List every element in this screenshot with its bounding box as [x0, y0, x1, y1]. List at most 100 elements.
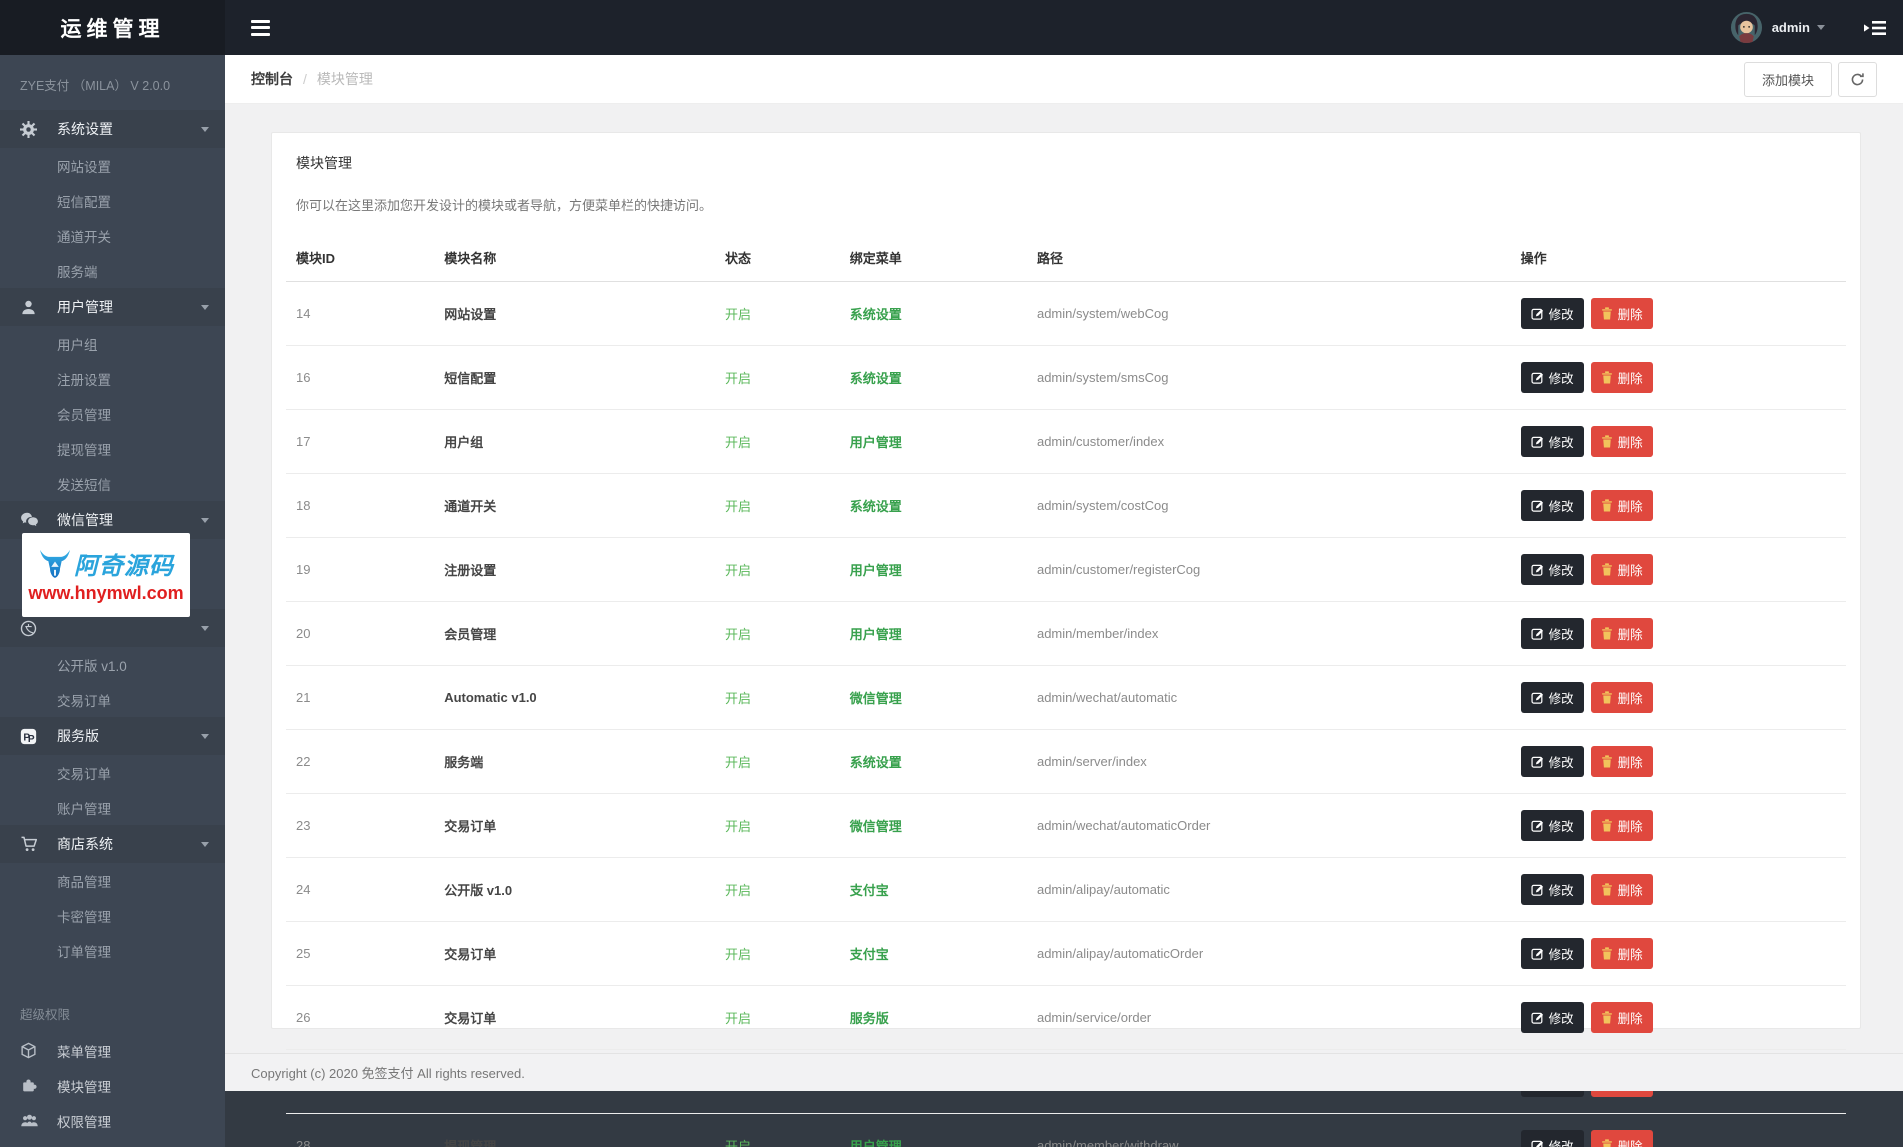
delete-button[interactable]: 删除: [1590, 490, 1653, 521]
sidebar-item[interactable]: 服务端: [0, 253, 225, 288]
sidebar-item[interactable]: 发送短信: [0, 466, 225, 501]
cell-status: 开启: [714, 985, 840, 1050]
sidebar-item[interactable]: 交易订单: [0, 682, 225, 717]
refresh-button[interactable]: [1838, 61, 1877, 97]
cell-bound-menu[interactable]: 微信管理: [839, 665, 1027, 730]
edit-button-label: 修改: [1548, 1012, 1574, 1026]
sidebar-item-label: 菜单管理: [57, 1044, 111, 1060]
table-row: 26 交易订单 开启 服务版 admin/service/order 修改 删除: [286, 985, 1846, 1050]
edit-button[interactable]: 修改: [1520, 490, 1584, 521]
hamburger-menu-icon[interactable]: [251, 19, 270, 36]
edit-icon: [1531, 1011, 1544, 1024]
delete-button[interactable]: 删除: [1590, 362, 1653, 393]
delete-button[interactable]: 删除: [1590, 1130, 1653, 1147]
sidebar-bottom-menu: 菜单管理模块管理权限管理我的员工: [0, 1033, 225, 1147]
user-menu[interactable]: admin: [1730, 11, 1825, 44]
sidebar-item-staff[interactable]: 我的员工: [0, 1138, 225, 1147]
sidebar-item[interactable]: 订单管理: [0, 933, 225, 968]
edit-button[interactable]: 修改: [1520, 874, 1584, 905]
sidebar-group-3[interactable]: 微信管理: [0, 501, 225, 539]
sidebar-item[interactable]: 提现管理: [0, 431, 225, 466]
sidebar-toggle-icon[interactable]: [1863, 19, 1887, 37]
sidebar-item-label: 公开版 v1.0: [57, 658, 127, 674]
sidebar-item[interactable]: 用户组: [0, 326, 225, 361]
column-header: 路径: [1026, 234, 1511, 282]
edit-button[interactable]: 修改: [1520, 938, 1584, 969]
sidebar-item[interactable]: 网站设置: [0, 148, 225, 183]
sidebar-item-puzzle[interactable]: 模块管理: [0, 1068, 225, 1103]
delete-button-label: 删除: [1617, 308, 1643, 322]
edit-button-label: 修改: [1548, 948, 1574, 962]
card-title: 模块管理: [296, 155, 352, 171]
sidebar-item[interactable]: 短信配置: [0, 183, 225, 218]
add-module-button[interactable]: 添加模块: [1743, 61, 1832, 97]
edit-button[interactable]: 修改: [1520, 618, 1584, 649]
edit-button[interactable]: 修改: [1520, 810, 1584, 841]
sidebar-item-users[interactable]: 权限管理: [0, 1103, 225, 1138]
cell-bound-menu[interactable]: 支付宝: [839, 857, 1027, 922]
sidebar-item-label: 会员管理: [57, 407, 111, 423]
edit-button[interactable]: 修改: [1520, 746, 1584, 777]
delete-button[interactable]: 删除: [1590, 746, 1653, 777]
cell-module-name: 用户组: [434, 409, 715, 474]
breadcrumb-bar: 控制台 / 模块管理 添加模块: [225, 55, 1903, 104]
cell-bound-menu[interactable]: 系统设置: [839, 345, 1027, 410]
edit-button[interactable]: 修改: [1520, 362, 1584, 393]
cell-module-id: 19: [286, 537, 435, 602]
sidebar-item[interactable]: 账户管理: [0, 790, 225, 825]
trash-icon: [1601, 819, 1613, 832]
cell-module-name: 短信配置: [434, 345, 715, 410]
sidebar-item[interactable]: 注册设置: [0, 361, 225, 396]
cell-bound-menu[interactable]: 服务版: [839, 985, 1027, 1050]
cell-bound-menu[interactable]: 用户管理: [839, 409, 1027, 474]
sidebar-item[interactable]: 交易订单: [0, 755, 225, 790]
sidebar-group-6[interactable]: 商店系统: [0, 825, 225, 863]
edit-button[interactable]: 修改: [1520, 1002, 1584, 1033]
cell-bound-menu[interactable]: 用户管理: [839, 537, 1027, 602]
trash-icon: [1601, 755, 1613, 768]
sidebar-item[interactable]: 商品管理: [0, 863, 225, 898]
edit-button[interactable]: 修改: [1520, 1130, 1584, 1147]
sidebar-item-label: 发送短信: [57, 477, 111, 493]
sidebar-group-1[interactable]: 系统设置: [0, 110, 225, 148]
cell-bound-menu[interactable]: 微信管理: [839, 793, 1027, 858]
sidebar-item[interactable]: 会员管理: [0, 396, 225, 431]
cell-bound-menu[interactable]: 系统设置: [839, 281, 1027, 346]
edit-button[interactable]: 修改: [1520, 298, 1584, 329]
cell-bound-menu[interactable]: 系统设置: [839, 729, 1027, 794]
cell-actions: 修改 删除: [1510, 665, 1846, 730]
delete-button[interactable]: 删除: [1590, 298, 1653, 329]
table-row: 16 短信配置 开启 系统设置 admin/system/smsCog 修改 删除: [286, 345, 1846, 410]
cell-bound-menu[interactable]: 系统设置: [839, 473, 1027, 538]
delete-button[interactable]: 删除: [1590, 554, 1653, 585]
delete-button-label: 删除: [1617, 1140, 1643, 1147]
delete-button[interactable]: 删除: [1590, 938, 1653, 969]
cell-bound-menu[interactable]: 用户管理: [839, 1113, 1027, 1147]
edit-button[interactable]: 修改: [1520, 554, 1584, 585]
delete-button[interactable]: 删除: [1590, 874, 1653, 905]
delete-button[interactable]: 删除: [1590, 618, 1653, 649]
delete-button[interactable]: 删除: [1590, 682, 1653, 713]
cell-module-name: 通道开关: [434, 473, 715, 538]
cell-bound-menu[interactable]: 用户管理: [839, 601, 1027, 666]
cell-status: 开启: [714, 729, 840, 794]
delete-button[interactable]: 删除: [1590, 810, 1653, 841]
edit-button[interactable]: 修改: [1520, 682, 1584, 713]
cell-path: admin/customer/index: [1026, 409, 1511, 474]
cell-path: admin/system/smsCog: [1026, 345, 1511, 410]
sidebar-item[interactable]: 公开版 v1.0: [0, 647, 225, 682]
table-row: 20 会员管理 开启 用户管理 admin/member/index 修改 删除: [286, 601, 1846, 666]
delete-button-label: 删除: [1617, 948, 1643, 962]
sidebar-group-5[interactable]: P P 服务版: [0, 717, 225, 755]
sidebar-group-2[interactable]: 用户管理: [0, 288, 225, 326]
delete-button[interactable]: 删除: [1590, 426, 1653, 457]
sidebar-item[interactable]: 卡密管理: [0, 898, 225, 933]
breadcrumb-root[interactable]: 控制台: [251, 71, 293, 87]
cell-bound-menu[interactable]: 支付宝: [839, 921, 1027, 986]
cell-module-id: 20: [286, 601, 435, 666]
modules-table: 模块ID 模块名称 状态 绑定菜单 路径 操作 14 网站设置 开启 系统设置 admin/sys…: [286, 234, 1846, 1147]
delete-button[interactable]: 删除: [1590, 1002, 1653, 1033]
edit-button[interactable]: 修改: [1520, 426, 1584, 457]
sidebar-item[interactable]: 通道开关: [0, 218, 225, 253]
sidebar-item-cube[interactable]: 菜单管理: [0, 1033, 225, 1068]
